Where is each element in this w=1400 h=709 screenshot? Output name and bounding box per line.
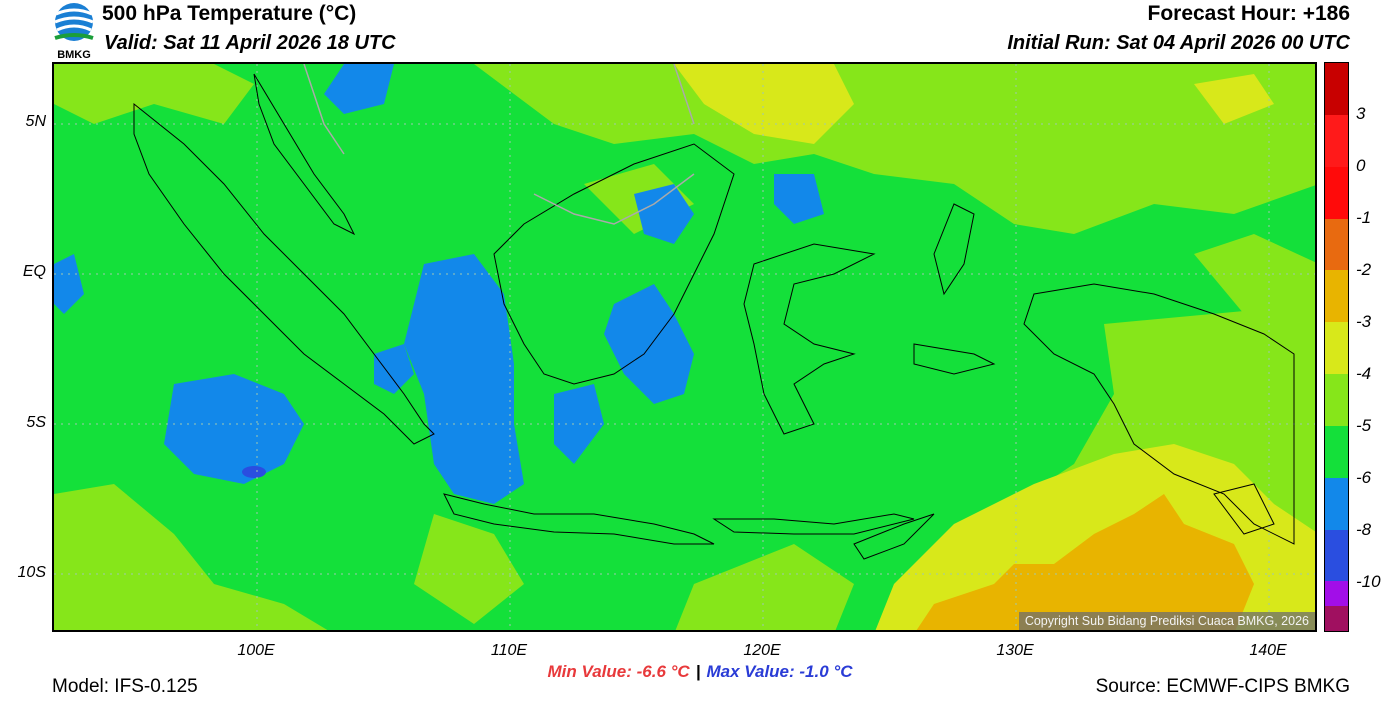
colorbar — [1324, 62, 1349, 632]
logo-text: BMKG — [57, 49, 91, 61]
lat-label-5s: 5S — [26, 414, 46, 431]
colorbar-seg-1 — [1325, 63, 1348, 115]
lon-label-140e: 140E — [1249, 642, 1287, 659]
colorbar-seg-7 — [1325, 374, 1348, 426]
colorbar-seg-8 — [1325, 426, 1348, 478]
stats-separator: | — [695, 662, 701, 681]
colorbar-seg-12 — [1325, 606, 1348, 631]
initial-run: Initial Run: Sat 04 April 2026 00 UTC — [1007, 32, 1350, 54]
colorbar-label-m4: -4 — [1356, 364, 1372, 383]
page-title: 500 hPa Temperature (°C) — [102, 2, 357, 25]
colorbar-seg-3 — [1325, 167, 1348, 219]
colorbar-label-m2: -2 — [1356, 260, 1372, 279]
lat-label-5n: 5N — [25, 113, 46, 130]
colorbar-label-m8: -8 — [1356, 520, 1372, 539]
grid-lines — [54, 64, 1315, 630]
valid-time: Valid: Sat 11 April 2026 18 UTC — [104, 32, 396, 54]
lat-label-eq: EQ — [22, 263, 46, 280]
colorbar-seg-5 — [1325, 270, 1348, 322]
bmkg-logo: BMKG — [50, 2, 98, 62]
coastlines — [133, 73, 1295, 560]
map-canvas — [54, 64, 1315, 630]
colorbar-label-m10: -10 — [1356, 572, 1381, 591]
lon-label-110e: 110E — [490, 642, 528, 659]
value-stats: Min Value: -6.6 °C | Max Value: -1.0 °C — [0, 662, 1400, 682]
colorbar-seg-11 — [1325, 581, 1348, 606]
colorbar-seg-10 — [1325, 530, 1348, 581]
colorbar-seg-9 — [1325, 478, 1348, 530]
model-label: Model: IFS-0.125 — [52, 676, 198, 697]
borders — [303, 64, 695, 225]
lon-label-120e: 120E — [743, 642, 781, 659]
field-dark-blue — [242, 466, 266, 478]
field-orange — [916, 494, 1254, 630]
colorbar-seg-2 — [1325, 115, 1348, 167]
field-blue — [54, 64, 824, 504]
max-value: Max Value: -1.0 °C — [706, 662, 853, 681]
lat-label-10s: 10S — [17, 564, 46, 581]
copyright-notice: Copyright Sub Bidang Prediksi Cuaca BMKG… — [1018, 612, 1315, 630]
forecast-hour: Forecast Hour: +186 — [1147, 2, 1351, 25]
colorbar-seg-4 — [1325, 219, 1348, 270]
lon-label-130e: 130E — [996, 642, 1034, 659]
source-label: Source: ECMWF-CIPS BMKG — [1095, 676, 1350, 697]
lon-label-100e: 100E — [237, 642, 275, 659]
colorbar-label-m5: -5 — [1356, 416, 1372, 435]
colorbar-label-m6: -6 — [1356, 468, 1372, 487]
temperature-map — [52, 62, 1317, 632]
colorbar-label-m3: -3 — [1356, 312, 1372, 331]
colorbar-seg-6 — [1325, 322, 1348, 374]
min-value: Min Value: -6.6 °C — [547, 662, 690, 681]
colorbar-label-3: 3 — [1356, 104, 1366, 123]
colorbar-label-0: 0 — [1356, 156, 1366, 175]
colorbar-label-m1: -1 — [1356, 208, 1372, 227]
